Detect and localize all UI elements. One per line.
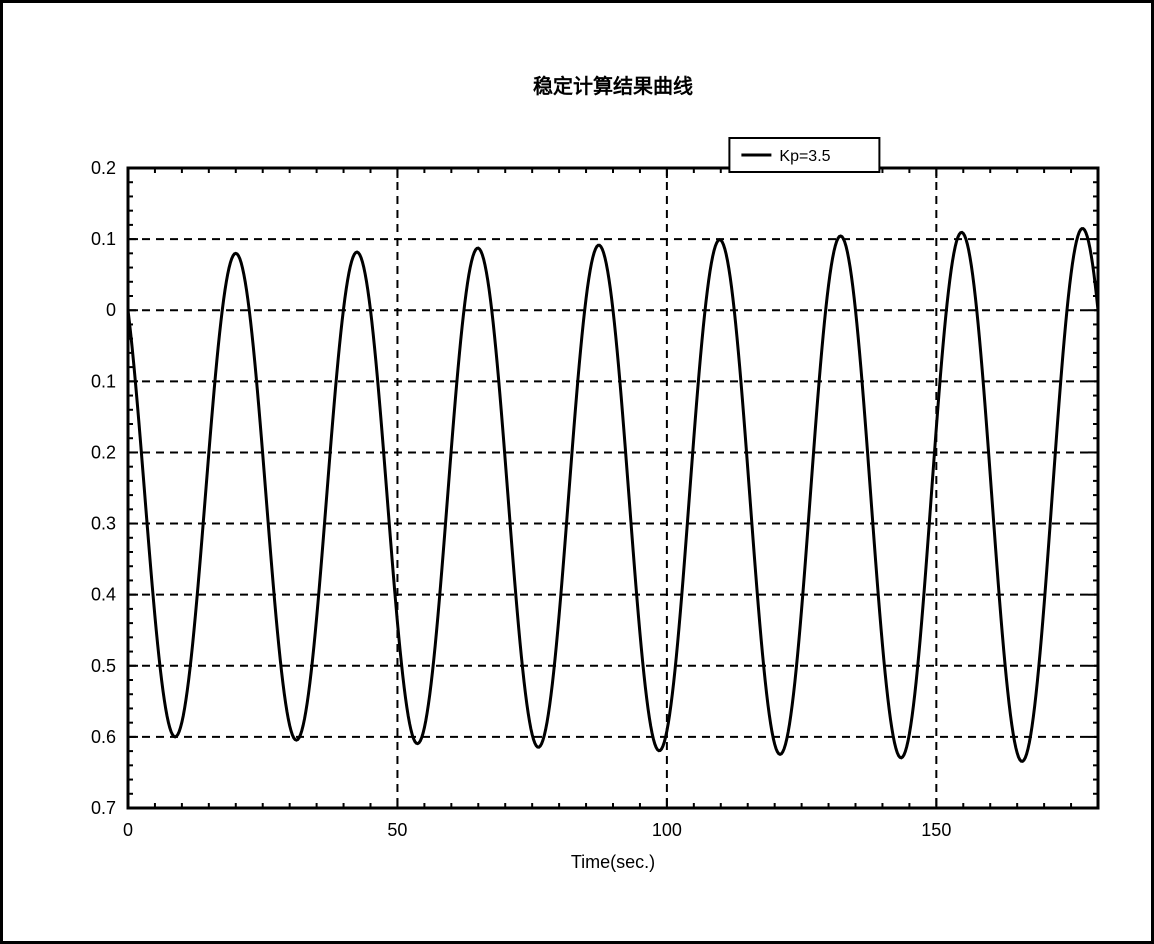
ytick-label: 0.5	[91, 656, 116, 676]
xlabel: Time(sec.)	[571, 852, 655, 872]
series-line	[128, 229, 1098, 762]
chart-container: 稳定计算结果曲线 0 50 100 150 0.2 0.1 0 0.1 0.2 0.3 0.4 0.5 0…	[33, 33, 1121, 911]
chart-title: 稳定计算结果曲线	[533, 74, 693, 98]
ytick-label: 0.1	[91, 371, 116, 391]
ytick-label: 0.2	[91, 442, 116, 462]
ytick-label: 0.3	[91, 514, 116, 534]
xtick-label: 0	[123, 820, 133, 840]
ytick-label: 0.2	[91, 158, 116, 178]
ytick-label: 0.7	[91, 798, 116, 818]
chart-svg: 稳定计算结果曲线 0 50 100 150 0.2 0.1 0 0.1 0.2 0.3 0.4 0.5 0…	[33, 33, 1127, 917]
ytick-label: 0.1	[91, 229, 116, 249]
legend: Kp=3.5	[729, 138, 879, 172]
legend-label: Kp=3.5	[779, 148, 830, 165]
ytick-label: 0	[106, 300, 116, 320]
outer-frame: 稳定计算结果曲线 0 50 100 150 0.2 0.1 0 0.1 0.2 0.3 0.4 0.5 0…	[0, 0, 1154, 944]
ytick-label: 0.6	[91, 727, 116, 747]
xtick-label: 50	[387, 820, 407, 840]
xtick-label: 150	[921, 820, 951, 840]
xtick-label: 100	[652, 820, 682, 840]
ytick-label: 0.4	[91, 585, 116, 605]
